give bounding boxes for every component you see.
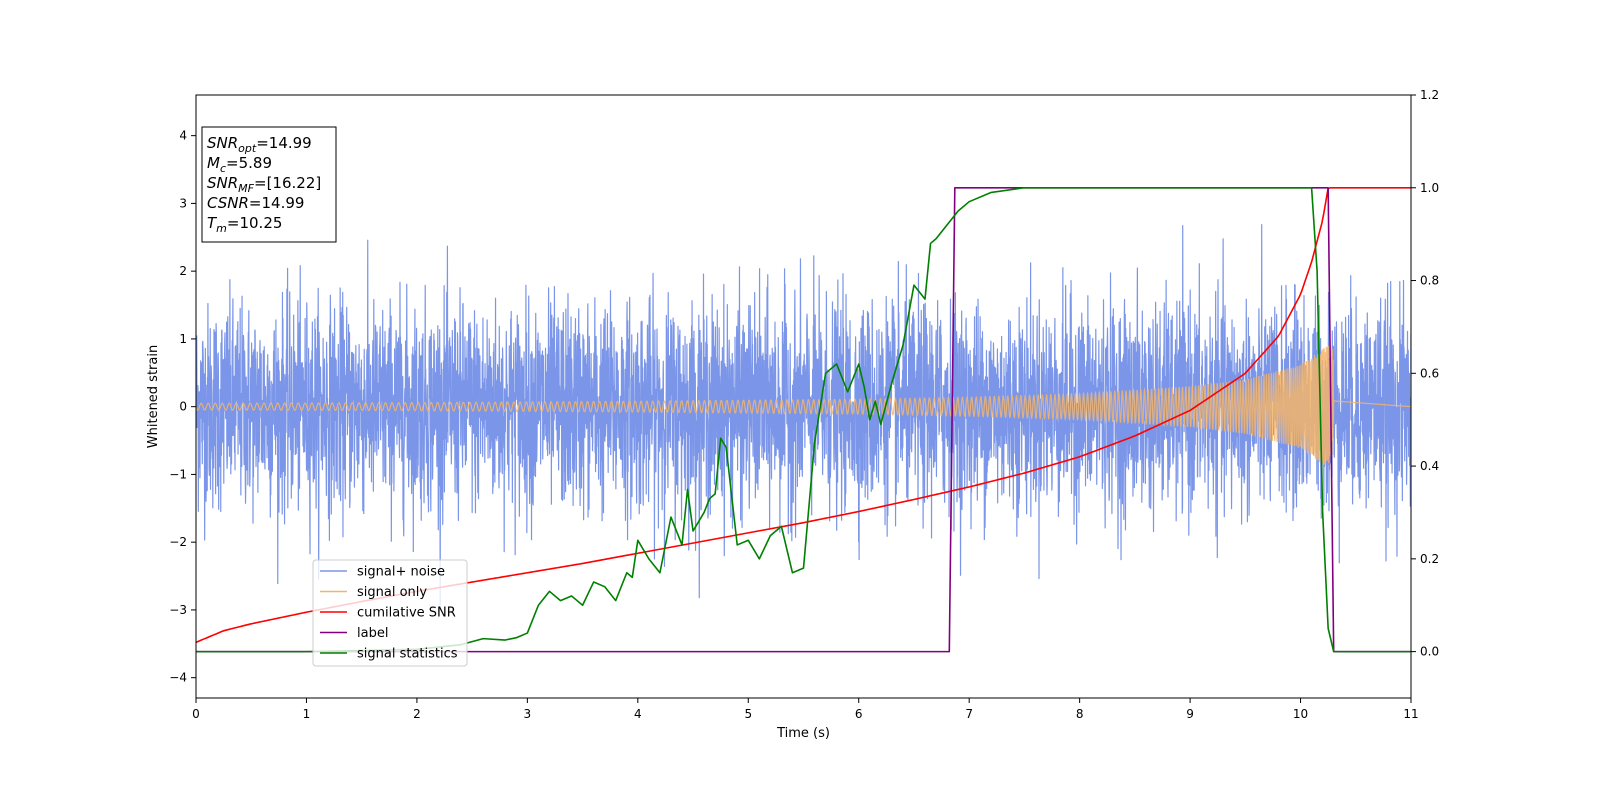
annotation-line: Tm=10.25 [207,214,282,235]
y-right-tick-label: 0.6 [1420,366,1439,380]
x-tick-label: 8 [1076,707,1084,721]
y-left-tick-label: 2 [179,264,187,278]
y-left-tick-label: 3 [179,196,187,210]
y-right-tick-label: 0.0 [1420,645,1439,659]
annotation-line: CSNR=14.99 [207,194,304,212]
series-signal-only [196,345,1411,465]
y-left-tick-label: −4 [169,671,187,685]
x-tick-label: 9 [1186,707,1194,721]
x-tick-label: 6 [855,707,863,721]
legend-frame [312,559,468,667]
y-axis-label: Whitened strain [146,345,161,448]
legend-entry-label: signal+ noise [357,565,445,580]
legend-entry-label: cumilative SNR [357,606,456,621]
x-tick-label: 7 [965,707,973,721]
x-tick-label: 3 [524,707,532,721]
legend-entry-label: label [357,626,388,641]
legend-entry-label: signal only [357,585,427,600]
x-tick-label: 4 [634,707,642,721]
x-axis-label: Time (s) [776,726,830,741]
legend: signal+ noise signal only cumilative SNR la… [312,559,468,667]
x-tick-label: 11 [1403,707,1418,721]
legend-entry-label: signal statistics [357,647,458,662]
series-signal-noise [196,223,1411,612]
annotation-box: SNRopt=14.99Mc=5.89SNRMF=[16.22]CSNR=14.… [201,126,337,243]
annotation-frame [201,126,337,243]
plot-frame [195,94,1412,699]
y-axis-right-ticks: 0.0 0.2 0.4 0.6 0.8 1.0 1.2 [1411,88,1439,659]
series-signal-statistics [196,186,1411,653]
y-right-tick-label: 1.2 [1420,88,1439,102]
x-tick-label: 0 [192,707,200,721]
y-right-tick-label: 0.8 [1420,274,1439,288]
x-tick-label: 1 [303,707,311,721]
y-left-tick-label: 1 [179,332,187,346]
y-left-tick-label: 4 [179,129,187,143]
x-tick-label: 2 [413,707,421,721]
annotation-line: SNRMF=[16.22] [207,174,321,195]
y-left-tick-label: −1 [169,467,187,481]
x-axis-ticks: 0 1 2 3 4 5 6 7 8 9 10 11 [192,698,1419,721]
y-axis-left-ticks: −4 −3 −2 −1 0 1 2 3 4 [169,129,196,685]
y-left-tick-label: −3 [169,603,187,617]
y-right-tick-label: 1.0 [1420,181,1439,195]
annotation-line: Mc=5.89 [207,154,272,175]
y-right-tick-label: 0.4 [1420,459,1439,473]
x-tick-label: 5 [744,707,752,721]
y-left-tick-label: −2 [169,535,187,549]
annotation-line: SNRopt=14.99 [207,134,312,155]
x-tick-label: 10 [1293,707,1308,721]
y-right-tick-label: 0.2 [1420,552,1439,566]
y-left-tick-label: 0 [179,400,187,414]
